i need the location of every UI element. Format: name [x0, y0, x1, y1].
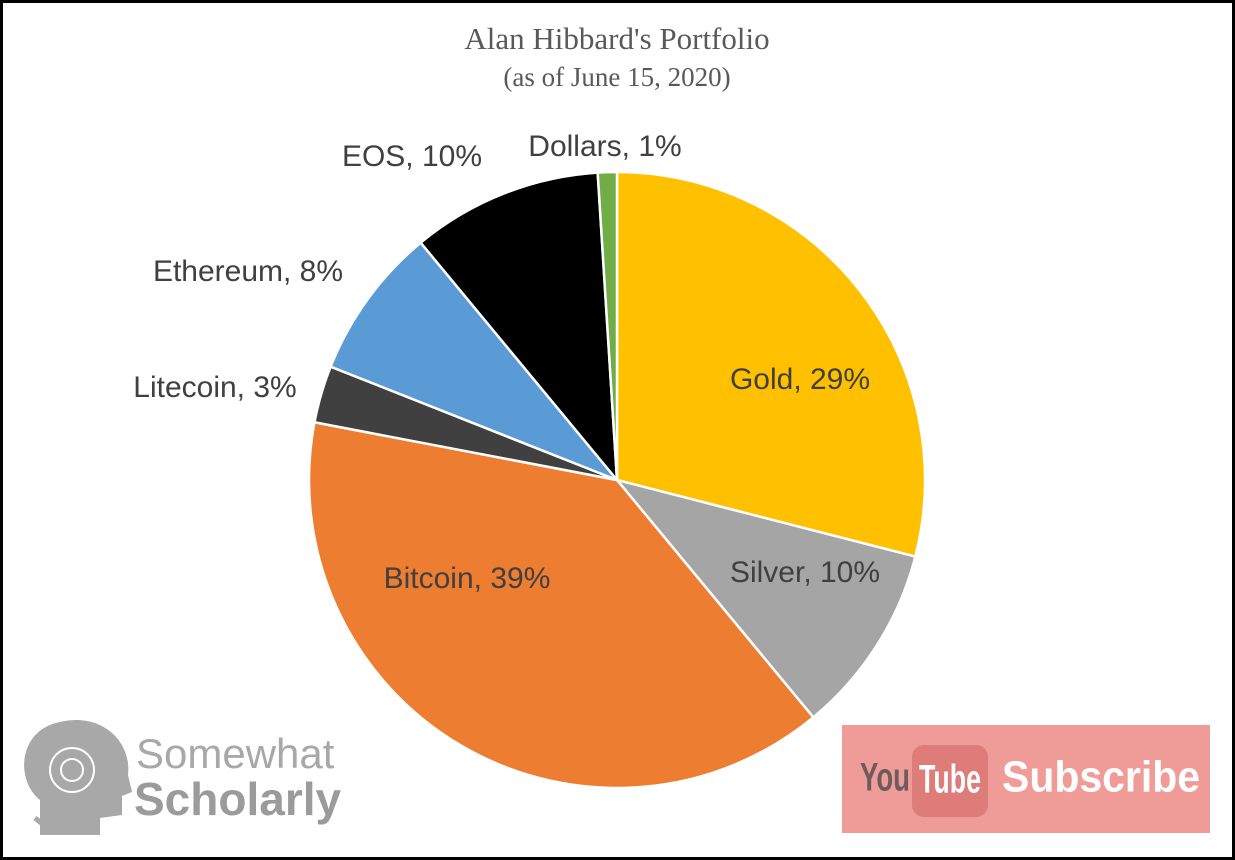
button-tube[interactable]: Tube	[919, 758, 981, 802]
labels: Gold, 29% Silver, 10% Bitcoin, 39% Litecoin…	[133, 130, 880, 595]
pie	[307, 170, 927, 790]
button-label[interactable]: Subscribe	[1002, 753, 1200, 802]
logo-flower	[60, 758, 84, 782]
pie-slice	[329, 240, 618, 482]
pie-slice	[613, 477, 917, 720]
data-label: Ethereum, 8%	[153, 255, 343, 288]
pie-slice	[615, 170, 927, 559]
logo-text: Scholarly	[134, 773, 342, 825]
data-label: EOS, 10%	[342, 140, 482, 173]
pie-slice	[307, 420, 816, 790]
button-you[interactable]: You	[860, 756, 910, 800]
pie-slice	[596, 170, 619, 481]
chart-subtitle: (as of June 15, 2020)	[503, 62, 730, 92]
logo-mark	[33, 816, 52, 832]
data-label: Bitcoin, 39%	[384, 562, 551, 595]
subscribe-button[interactable]: You Tube Subscribe	[842, 725, 1210, 833]
data-label: Litecoin, 3%	[133, 371, 296, 404]
logo-flower	[49, 747, 95, 793]
button-tube-bg[interactable]	[912, 745, 988, 817]
pie-slice	[418, 171, 619, 484]
data-label: Dollars, 1%	[528, 130, 681, 163]
data-label: Gold, 29%	[730, 363, 870, 396]
logo: Somewhat Scholarly	[24, 719, 342, 835]
logo-text: Somewhat	[136, 730, 335, 777]
data-label: Silver, 10%	[730, 556, 880, 589]
button-bg[interactable]	[842, 725, 1210, 833]
logo-head	[24, 719, 133, 835]
chart-title: Alan Hibbard's Portfolio	[464, 21, 769, 56]
